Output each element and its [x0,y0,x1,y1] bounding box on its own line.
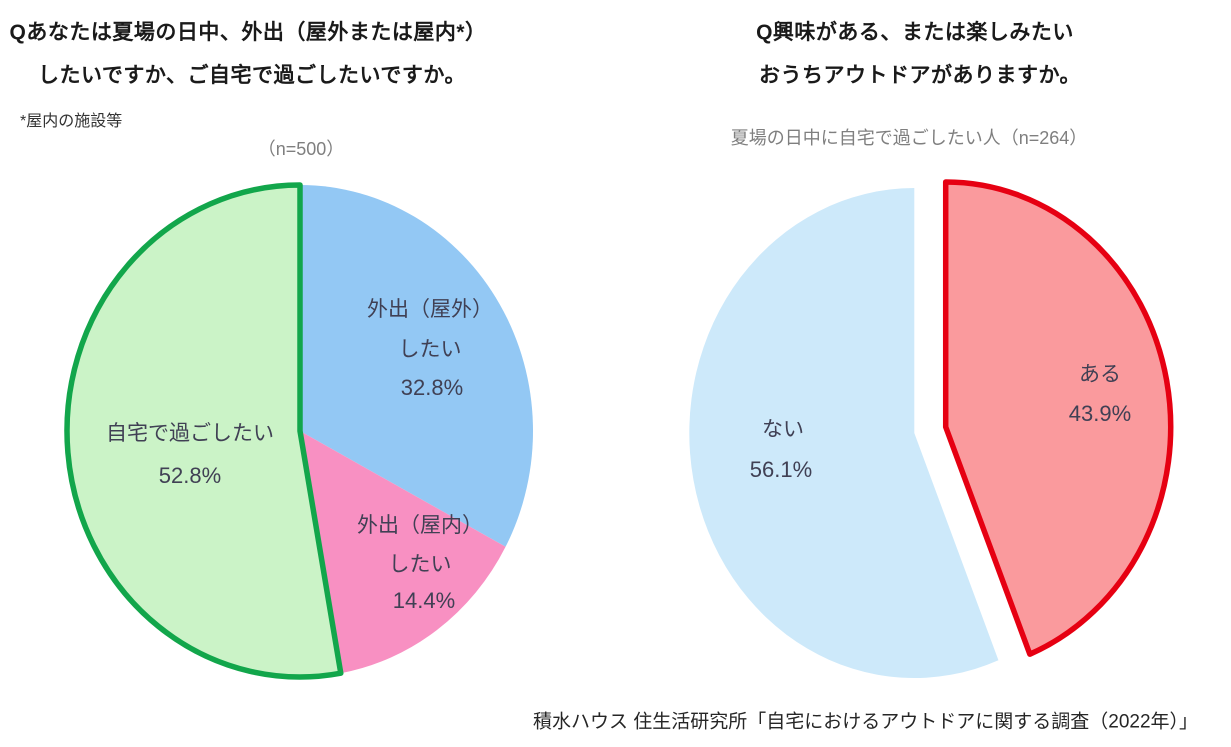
left-chart-sample-size: （n=500） [257,139,345,159]
pie-slice-outing-indoor [300,431,506,674]
left-chart-title-line1: Qあなたは夏場の日中、外出（屋外または屋内*） [9,21,487,44]
slice-pct-yes: 43.9% [1068,401,1132,426]
slice-pct-outing-indoor: 14.4% [392,588,456,613]
pie-slice-yes [942,179,1174,657]
slice-label-stay-home: 自宅で過ごしたい [106,422,274,445]
slice-label-outing-outdoor-line2: したい [398,338,462,361]
right-chart-title-line2: おうちアウトドアがありますか。 [758,64,1082,87]
slice-label-outing-indoor-line2: したい [388,553,452,576]
pie-right [689,179,1174,679]
right-chart-title-line1: Q興味がある、または楽しみたい [756,21,1074,44]
slice-label-no: ない [762,418,804,441]
pie-slice-stay-home [64,182,344,680]
pie-left [64,182,533,680]
pie-slice-no [689,188,999,679]
source-credit: 積水ハウス 住生活研究所「自宅におけるアウトドアに関する調査（2022年）」 [533,711,1199,733]
left-chart-title-line2: したいですか、ご自宅で過ごしたいですか。 [38,64,466,87]
slice-label-outing-indoor-line1: 外出（屋内） [357,514,483,537]
slice-label-outing-outdoor-line1: 外出（屋外） [367,298,493,321]
slice-label-yes: ある [1079,363,1121,386]
slice-pct-no: 56.1% [749,457,813,482]
slice-pct-stay-home: 52.8% [158,463,222,488]
right-chart-sample-size: 夏場の日中に自宅で過ごしたい人（n=264） [730,128,1088,148]
slice-pct-outing-outdoor: 32.8% [400,375,464,400]
pie-slice-outing-outdoor [300,185,533,547]
left-chart-footnote: *屋内の施設等 [20,113,123,130]
